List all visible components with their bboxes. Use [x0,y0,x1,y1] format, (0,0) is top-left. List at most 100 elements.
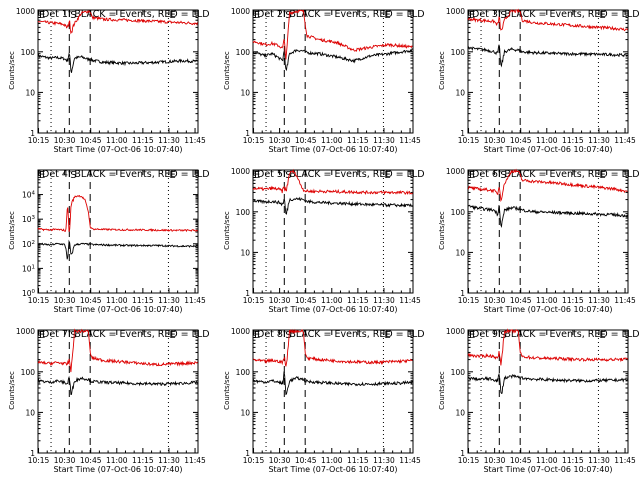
x-tick-label: 11:15 [347,296,369,305]
x-tick-label: 10:45 [295,296,317,305]
panel-2: Det 2f BLACK = Events, RED = LLD 1 10 100 10… [223,7,425,154]
series-events [467,204,628,229]
marker-label: S [500,10,506,21]
y-tick-label: 100 [236,368,251,377]
x-tick-label: 11:00 [106,296,128,305]
y-tick-label: 103 [22,215,36,224]
x-tick-label: 11:30 [373,296,395,305]
marker-label: S [500,170,506,181]
marker-label: E [599,10,605,21]
marker-label: E [169,330,175,341]
marker-label-left: E [469,10,475,21]
marker-label: S [70,10,76,21]
series-lld [467,328,628,366]
y-tick-label: 10 [455,88,465,97]
x-tick-label: 11:30 [158,136,180,145]
marker-label: S [70,330,76,341]
y-tick-label: 1000 [446,327,465,336]
x-tick-label: 11:00 [106,136,128,145]
marker-label-left: E [39,170,45,181]
series-lld [252,168,413,196]
x-tick-label: 11:00 [536,296,558,305]
marker-label-left: E [469,330,475,341]
x-tick-label: 11:45 [614,456,636,465]
marker-label: S [285,170,291,181]
series-lld [467,168,628,203]
plot-frame [252,9,414,134]
x-tick-label: 11:15 [132,296,154,305]
x-tick-label: 10:30 [54,136,76,145]
x-tick-label: 10:15 [458,456,480,465]
x-tick-label: 11:15 [347,456,369,465]
panel-title: Det 8f BLACK = Events, RED = LLD [257,329,425,340]
x-tick-label: 10:30 [269,136,291,145]
panel-title: Det 1f BLACK = Events, RED = LLD [42,9,210,20]
plot-frame [252,329,414,454]
x-tick-label: 11:15 [132,456,154,465]
series-events [252,196,413,215]
marker-label: E [599,170,605,181]
y-tick-label: 10 [455,408,465,417]
y-tick-label: 100 [236,48,251,57]
marker-label-left: E [469,170,475,181]
panel-title: Det 2f BLACK = Events, RED = LLD [257,9,425,20]
series-lld [252,9,413,60]
x-tick-label: 10:30 [484,136,506,145]
y-axis-label: Counts/sec [8,211,16,250]
marker-label: S [70,170,76,181]
x-tick-label: 10:45 [80,296,102,305]
x-tick-label: 11:45 [184,136,206,145]
series-events [467,372,628,394]
x-axis-label: Start Time (07-Oct-06 10:07:40) [268,145,397,154]
y-tick-label: 10 [25,88,35,97]
y-tick-label: 101 [22,264,35,273]
y-tick-label: 100 [451,48,466,57]
y-axis-label: Counts/sec [438,51,446,90]
series-lld [252,328,413,367]
x-axis-label: Start Time (07-Oct-06 10:07:40) [268,465,397,474]
panel-title: Det 4f BLACK = Events, RED = LLD [42,169,210,180]
x-tick-label: 11:30 [588,296,610,305]
marker-label: E [384,170,390,181]
x-tick-label: 11:30 [588,456,610,465]
x-tick-label: 11:30 [588,136,610,145]
x-tick-label: 11:45 [184,456,206,465]
y-axis-label: Counts/sec [8,51,16,90]
panel-1: Det 1f BLACK = Events, RED = LLD 1 10 100 10… [8,7,210,154]
panel-9: Det 9f BLACK = Events, RED = LLD 1 10 100 10… [438,327,640,474]
x-tick-label: 10:45 [295,456,317,465]
x-tick-label: 10:15 [28,456,50,465]
plot-frame [37,329,199,454]
panel-3: Det 3f BLACK = Events, RED = LLD 1 10 100 10… [438,7,640,154]
panel-4: Det 4f BLACK = Events, RED = LLD 100 101 10… [8,169,210,314]
marker-label: E [169,170,175,181]
plot-frame [467,169,629,294]
y-tick-label: 100 [236,208,251,217]
plot-frame [37,9,199,134]
panel-title: Det 5f BLACK = Events, RED = LLD [257,169,425,180]
panel-8: Det 8f BLACK = Events, RED = LLD 1 10 100 10… [223,327,425,474]
x-tick-label: 10:30 [484,456,506,465]
x-tick-label: 11:15 [132,136,154,145]
x-axis-label: Start Time (07-Oct-06 10:07:40) [268,305,397,314]
series-events [37,52,198,73]
y-axis-label: Counts/sec [8,371,16,410]
panel-title: Det 7f BLACK = Events, RED = LLD [42,329,210,340]
x-tick-label: 10:30 [484,296,506,305]
x-axis-label: Start Time (07-Oct-06 10:07:40) [483,465,612,474]
x-tick-label: 11:00 [321,296,343,305]
x-tick-label: 10:15 [28,136,50,145]
marker-label: S [500,330,506,341]
x-tick-label: 10:45 [295,136,317,145]
y-tick-label: 1 [245,289,250,298]
plot-frame [252,169,414,294]
series-events [37,375,198,395]
y-tick-label: 1 [245,129,250,138]
x-axis-label: Start Time (07-Oct-06 10:07:40) [53,305,182,314]
marker-label-left: E [254,330,260,341]
x-tick-label: 11:45 [614,296,636,305]
x-tick-label: 10:30 [54,456,76,465]
y-tick-label: 1000 [16,327,35,336]
x-tick-label: 10:30 [269,456,291,465]
y-tick-label: 100 [451,368,466,377]
